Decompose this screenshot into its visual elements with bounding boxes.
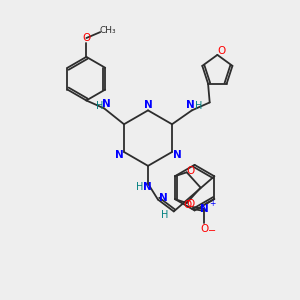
Text: N: N (172, 150, 182, 160)
Text: H: H (95, 101, 103, 111)
Text: N: N (185, 100, 194, 110)
Text: N: N (102, 99, 110, 110)
Text: N: N (143, 182, 152, 192)
Text: N: N (200, 204, 209, 214)
Text: O: O (187, 166, 195, 176)
Text: H: H (161, 210, 169, 220)
Text: O: O (217, 46, 226, 56)
Text: N: N (115, 150, 123, 160)
Text: O: O (82, 33, 91, 43)
Text: O: O (187, 199, 195, 209)
Text: O: O (200, 224, 208, 234)
Text: CH₃: CH₃ (100, 26, 116, 34)
Text: O: O (183, 200, 192, 210)
Text: −: − (208, 226, 216, 236)
Text: N: N (160, 193, 168, 202)
Text: N: N (144, 100, 152, 110)
Text: H: H (136, 182, 144, 192)
Text: +: + (209, 199, 215, 208)
Text: H: H (195, 101, 202, 111)
